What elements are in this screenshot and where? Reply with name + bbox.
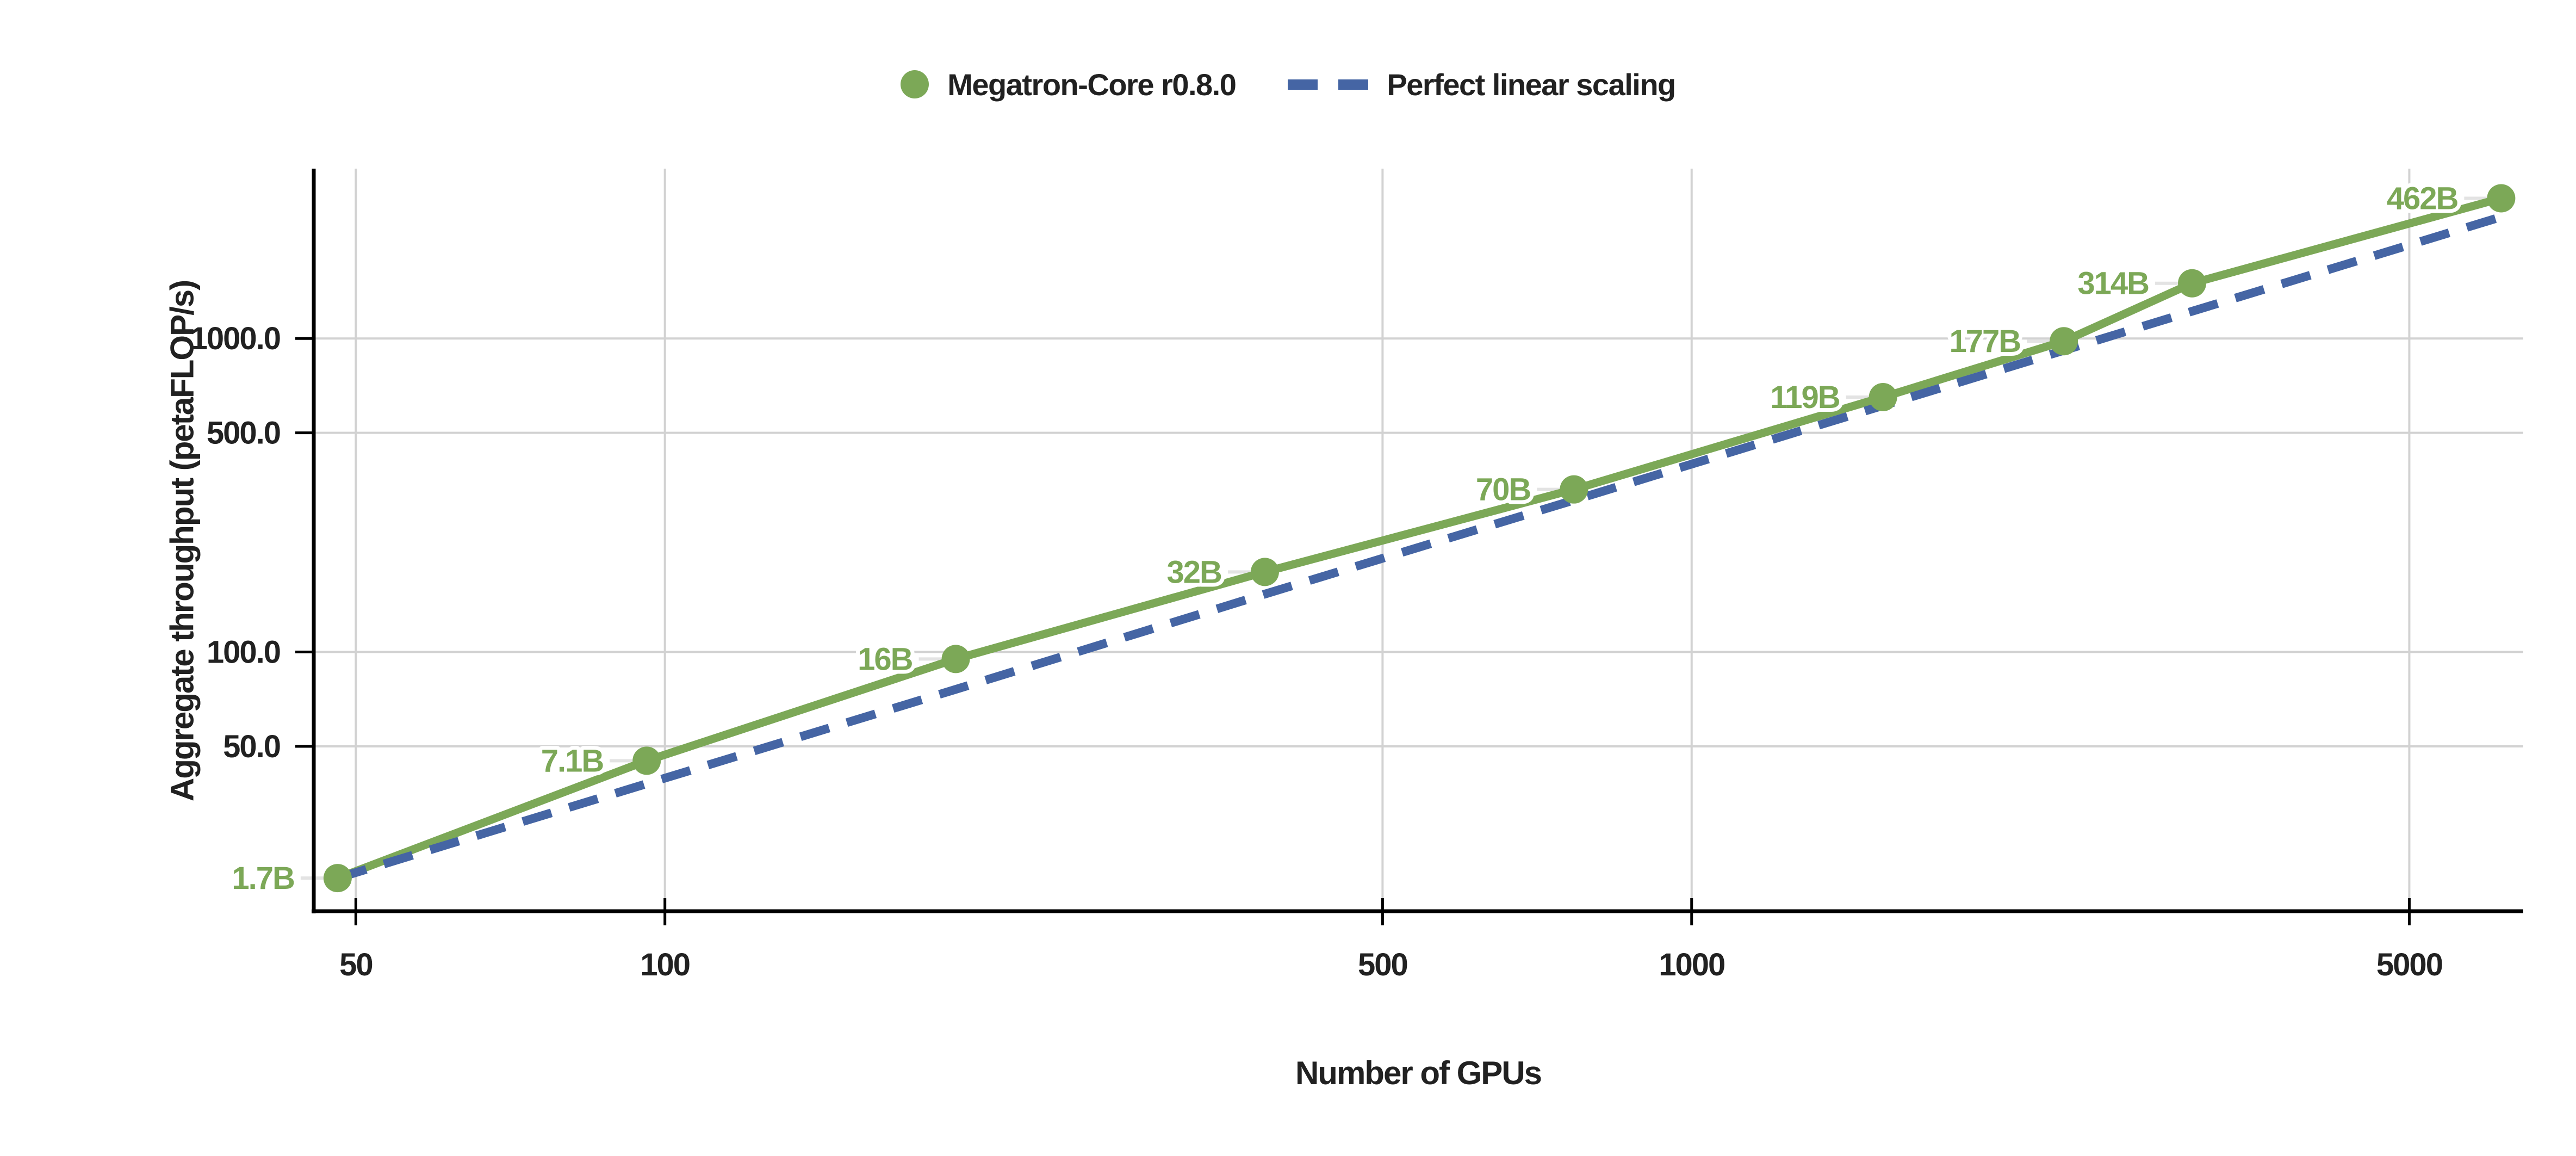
data-point-314B: [2178, 269, 2207, 298]
legend-label-megatron: Megatron-Core r0.8.0: [947, 67, 1237, 102]
x-tick-label-100: 100: [640, 947, 690, 982]
legend-item-megatron: Megatron-Core r0.8.0: [901, 67, 1237, 102]
data-label-177B: 177B: [1949, 324, 2020, 359]
data-label-1.7B: 1.7B: [232, 861, 294, 896]
x-axis-title: Number of GPUs: [1295, 1055, 1542, 1091]
data-label-314B: 314B: [2077, 266, 2149, 301]
data-label-16B: 16B: [858, 641, 913, 677]
data-label-70B: 70B: [1476, 472, 1531, 508]
x-tick-label-500: 500: [1358, 947, 1407, 982]
data-point-70B: [1560, 475, 1588, 504]
legend-label-perfect-scaling: Perfect linear scaling: [1387, 67, 1676, 102]
data-point-462B: [2487, 184, 2516, 213]
y-tick-label-100.0: 100.0: [207, 634, 280, 670]
data-point-177B: [2050, 327, 2078, 356]
y-tick-label-50.0: 50.0: [223, 729, 280, 764]
x-tick-label-50: 50: [339, 947, 373, 982]
data-point-7.1B: [632, 746, 661, 775]
data-label-119B: 119B: [1770, 380, 1840, 415]
legend-item-perfect-scaling: Perfect linear scaling: [1288, 67, 1676, 102]
data-label-32B: 32B: [1167, 554, 1222, 590]
data-point-1.7B: [323, 864, 352, 893]
y-tick-label-1000.0: 1000.0: [190, 321, 280, 356]
data-label-7.1B: 7.1B: [541, 743, 604, 778]
legend-dash-marker-icon: [1288, 79, 1369, 90]
data-point-16B: [941, 645, 970, 673]
data-label-462B: 462B: [2387, 181, 2458, 216]
y-tick-label-500.0: 500.0: [207, 416, 280, 451]
legend-circle-marker-icon: [901, 70, 929, 98]
x-tick-label-1000: 1000: [1659, 947, 1724, 982]
data-point-119B: [1869, 383, 1897, 412]
data-point-32B: [1250, 558, 1279, 586]
x-tick-label-5000: 5000: [2376, 947, 2442, 982]
perfect-scaling-series-line: [336, 213, 2503, 882]
legend: Megatron-Core r0.8.0 Perfect linear scal…: [0, 59, 2576, 110]
